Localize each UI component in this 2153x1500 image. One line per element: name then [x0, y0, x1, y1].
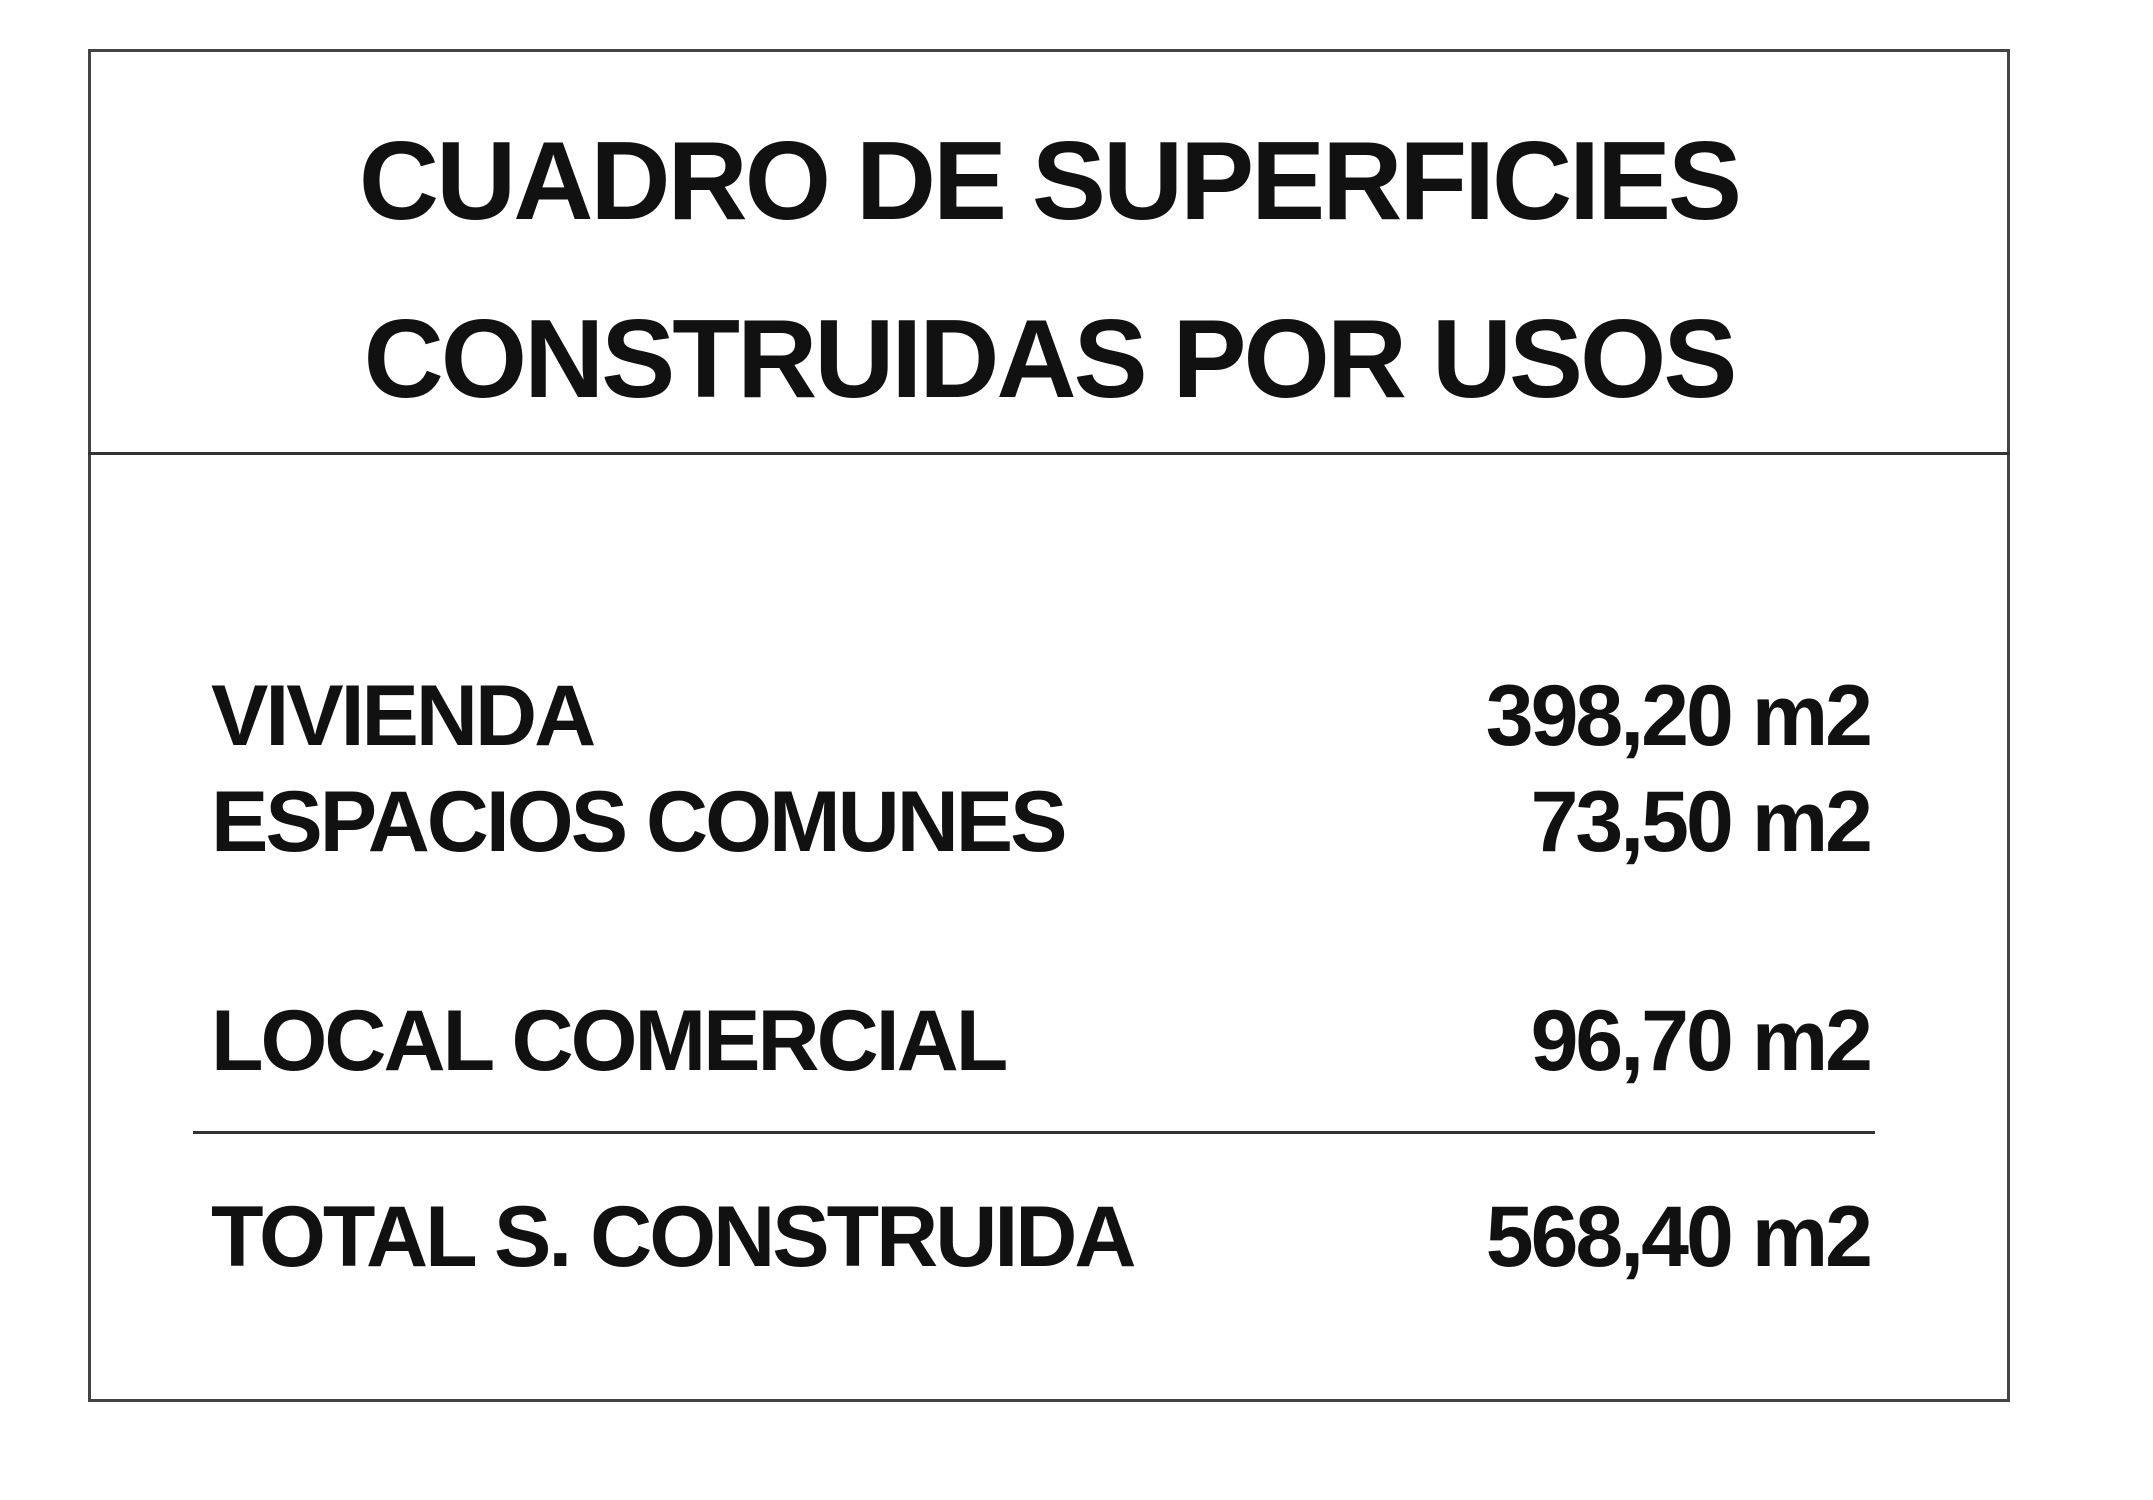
table-title-line-1: CUADRO DE SUPERFICIES	[358, 119, 1742, 243]
total-label: TOTAL S. CONSTRUIDA	[211, 1189, 1136, 1285]
row-label-local-comercial: LOCAL COMERCIAL	[211, 993, 1008, 1089]
table-title-line-2: CONSTRUIDAS POR USOS	[363, 297, 1738, 421]
row-label-vivienda: VIVIENDA	[211, 668, 596, 764]
header-divider	[88, 452, 2010, 455]
total-value: 568,40 m2	[1485, 1189, 1873, 1285]
row-value-espacios-comunes: 73,50 m2	[1530, 774, 1873, 870]
surface-table-frame	[88, 49, 2010, 1402]
total-rule	[193, 1131, 1875, 1134]
row-value-vivienda: 398,20 m2	[1485, 668, 1873, 764]
row-label-espacios-comunes: ESPACIOS COMUNES	[211, 774, 1068, 870]
row-value-local-comercial: 96,70 m2	[1530, 993, 1873, 1089]
